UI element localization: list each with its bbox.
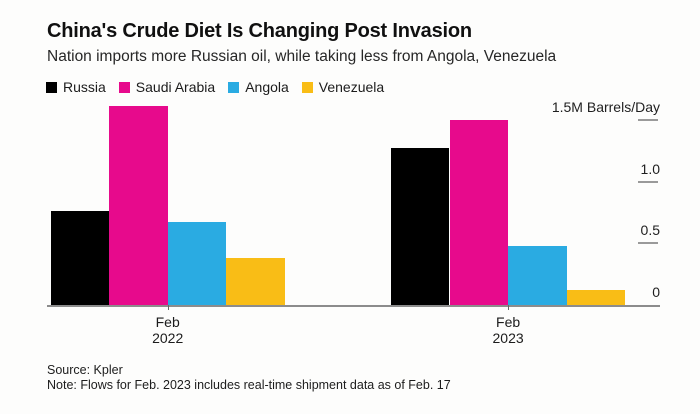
bar-venezuela-feb-2023 xyxy=(566,290,626,305)
legend-item-russia: Russia xyxy=(46,79,106,95)
bar-angola-feb-2023 xyxy=(508,245,567,305)
source-caption: Source: Kpler xyxy=(47,363,123,377)
x-axis-label-line: 2023 xyxy=(492,330,524,346)
bar-angola-feb-2022 xyxy=(167,222,227,305)
x-axis-tick xyxy=(508,305,510,310)
legend-swatch-icon xyxy=(228,81,240,93)
y-axis-label-0-5: 0.5 xyxy=(640,222,660,239)
page-title: China's Crude Diet Is Changing Post Inva… xyxy=(47,20,472,42)
legend-label: Russia xyxy=(63,79,106,95)
note-caption: Note: Flows for Feb. 2023 includes real-… xyxy=(47,378,451,392)
legend-swatch-icon xyxy=(301,81,313,93)
bar-venezuela-feb-2022 xyxy=(226,258,285,305)
y-axis-tick-dash xyxy=(638,180,658,183)
x-axis-tick xyxy=(167,305,169,310)
x-axis-label-feb-2023: Feb 2023 xyxy=(463,314,553,346)
legend-swatch-icon xyxy=(46,81,57,93)
x-axis-label-line: Feb xyxy=(155,314,180,330)
y-axis-tick-dash xyxy=(638,118,658,121)
x-axis-label-feb-2022: Feb 2022 xyxy=(123,314,213,346)
y-axis-tick-dash xyxy=(638,242,658,245)
legend-swatch-icon xyxy=(118,81,130,93)
chart-legend: Russia Saudi Arabia Angola Venezuela xyxy=(46,79,384,95)
legend-label: Venezuela xyxy=(318,79,385,95)
legend-item-angola: Angola xyxy=(228,79,289,95)
y-axis-label-1-5: 1.5M Barrels/Day xyxy=(551,98,660,115)
bar-russia-feb-2022 xyxy=(50,211,110,305)
bar-saudi-arabia-feb-2023 xyxy=(449,119,509,305)
legend-label: Saudi Arabia xyxy=(135,79,216,95)
bar-russia-feb-2023 xyxy=(390,148,450,305)
legend-item-saudi-arabia: Saudi Arabia xyxy=(118,79,216,95)
x-axis-label-line: Feb xyxy=(496,314,521,330)
y-axis-label-0: 0 xyxy=(652,284,660,300)
legend-label: Angola xyxy=(245,79,289,95)
chart-subtitle: Nation imports more Russian oil, while t… xyxy=(47,48,557,65)
plot-area: Feb 2022 Feb 2023 1.5M Barrels/Day 1.0 0.5 0 xyxy=(47,97,660,346)
x-axis-label-line: 2022 xyxy=(152,330,184,346)
bar-saudi-arabia-feb-2022 xyxy=(109,106,168,305)
y-axis-label-1: 1.0 xyxy=(640,160,660,177)
legend-item-venezuela: Venezuela xyxy=(301,79,385,95)
